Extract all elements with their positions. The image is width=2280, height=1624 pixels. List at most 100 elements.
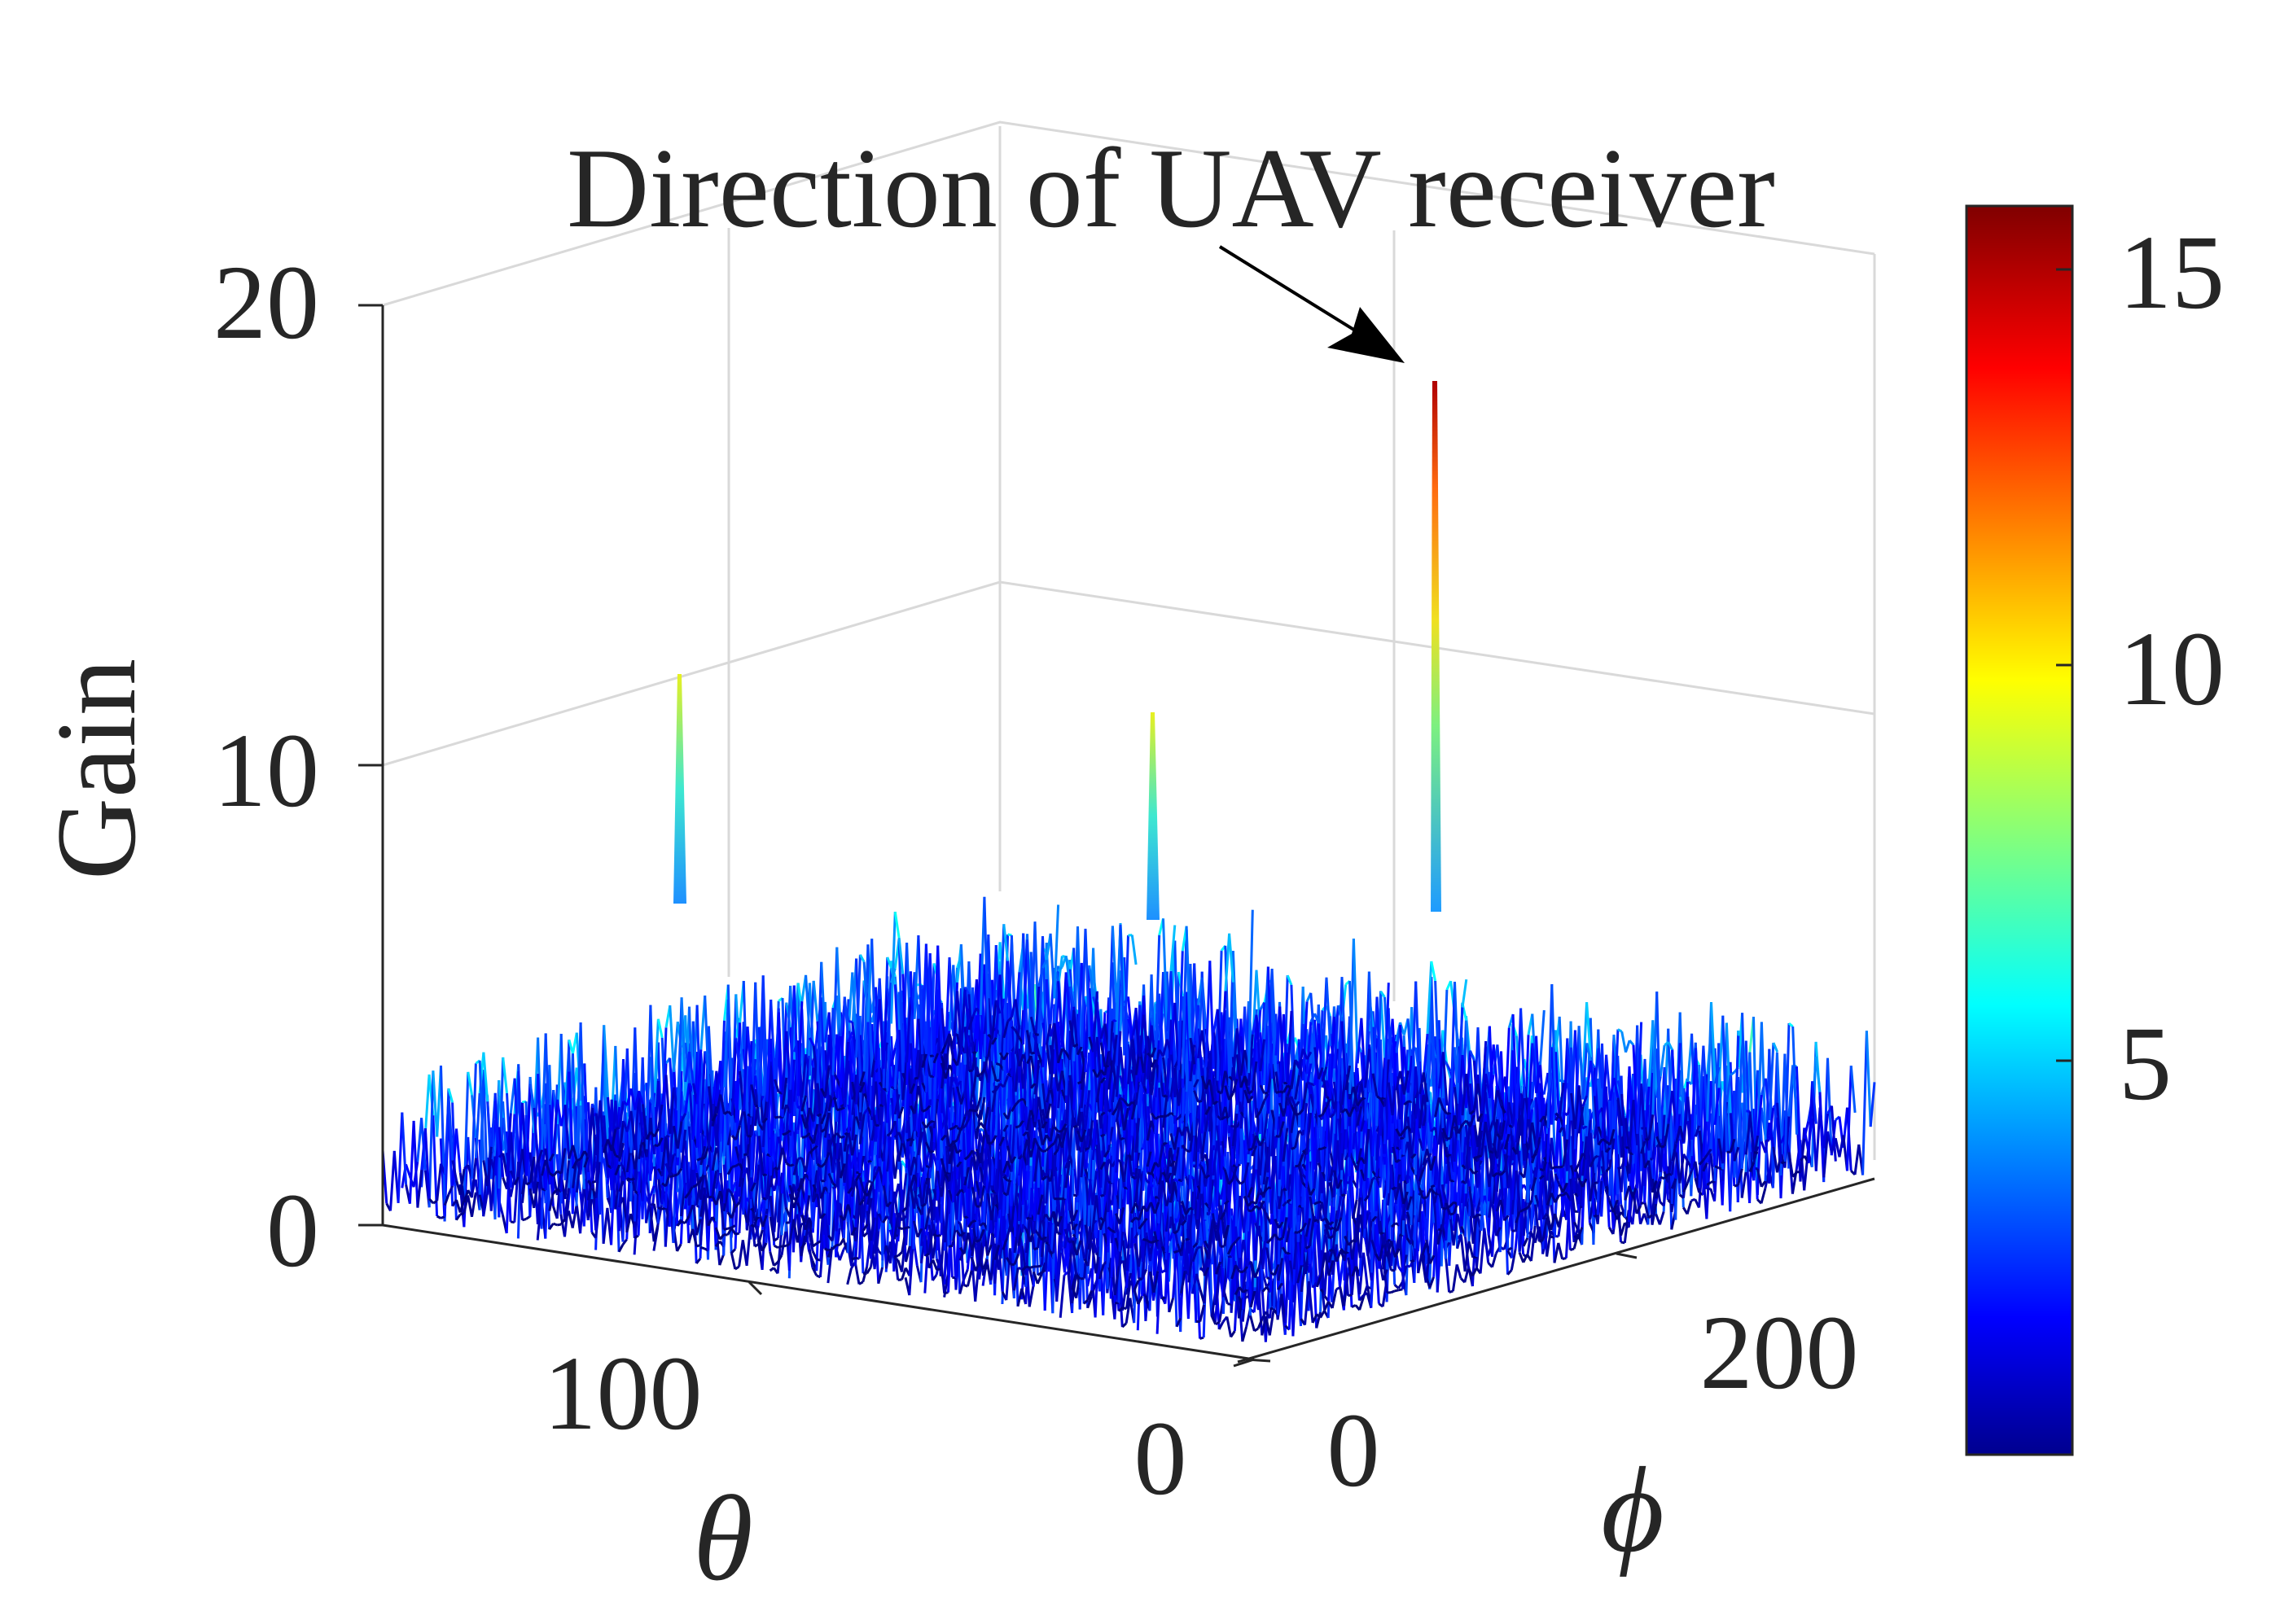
surface-segment [1608, 1128, 1616, 1145]
surface-segment [1440, 1184, 1448, 1204]
surface-segment [959, 1156, 966, 1218]
surface-segment [1075, 1240, 1082, 1256]
surface-segment [1256, 1318, 1264, 1329]
surface-segment [1379, 991, 1386, 998]
surface-segment [1379, 1057, 1386, 1119]
surface-segment [1787, 1152, 1795, 1177]
surface-segment [1306, 1081, 1312, 1085]
surface-segment [1161, 1094, 1168, 1128]
surface-segment [1402, 1070, 1410, 1095]
surface-segment [1091, 1195, 1098, 1232]
surface-segment [1380, 1097, 1386, 1101]
surface-segment [1492, 1118, 1499, 1153]
surface-segment [780, 1231, 787, 1256]
surface-segment [1231, 1240, 1237, 1246]
surface-segment [1463, 1241, 1471, 1272]
surface-segment [1028, 1285, 1035, 1307]
surface-segment [1095, 1119, 1103, 1170]
surface-segment [1423, 1196, 1427, 1200]
surface-segment [695, 1244, 701, 1248]
surface-segment [1617, 1166, 1622, 1170]
surface-segment [776, 1254, 783, 1263]
surface-segment [962, 1232, 970, 1254]
surface-segment [1158, 1004, 1164, 1128]
surface-segment [773, 1244, 779, 1250]
surface-segment [1005, 1248, 1012, 1301]
surface-segment [1113, 1265, 1120, 1296]
surface-segment [1228, 1092, 1234, 1101]
surface-segment [1281, 1217, 1288, 1239]
surface-segment [1410, 981, 1418, 1102]
surface-segment [1344, 1250, 1349, 1254]
surface-segment [1576, 1227, 1584, 1240]
surface-segment [792, 1219, 799, 1243]
surface-segment [1214, 1265, 1221, 1306]
surface-segment [1783, 1023, 1791, 1162]
surface-segment [1332, 1140, 1340, 1197]
surface-segment [1002, 1237, 1009, 1250]
surface-segment [1080, 1107, 1087, 1150]
surface-segment [1064, 1160, 1071, 1188]
surface-segment [1029, 1137, 1037, 1158]
surface-segment [1153, 1202, 1160, 1215]
surface-segment [1387, 1042, 1394, 1073]
surface-segment [1313, 1218, 1319, 1223]
surface-segment [1348, 1239, 1354, 1246]
surface-segment [1616, 1097, 1624, 1127]
surface-segment [1117, 1307, 1124, 1312]
surface-segment [1356, 1105, 1363, 1127]
surface-segment [893, 1256, 899, 1262]
surface-segment [1053, 1149, 1059, 1156]
surface-segment [993, 1244, 1001, 1260]
surface-segment [1585, 1119, 1592, 1159]
surface-segment [1400, 1136, 1405, 1140]
surface-segment [745, 1223, 752, 1267]
surface-segment [1671, 1144, 1677, 1162]
surface-segment [1459, 1234, 1467, 1272]
surface-segment [897, 1251, 903, 1257]
surface-segment [1422, 1072, 1429, 1102]
surface-segment [1118, 1206, 1125, 1224]
surface-segment [1138, 1171, 1145, 1211]
surface-segment [1072, 1240, 1078, 1256]
surface-segment [1768, 1107, 1775, 1140]
surface-segment [1807, 1081, 1814, 1163]
surface-segment [1307, 1280, 1314, 1324]
surface-segment [1655, 1136, 1662, 1148]
surface-segment [909, 1174, 916, 1189]
surface-segment [761, 1215, 768, 1228]
surface-segment [1335, 1149, 1343, 1249]
surface-segment [1190, 1275, 1198, 1294]
surface-segment [1355, 1192, 1362, 1227]
surface-segment [1395, 1158, 1401, 1164]
surface-segment [800, 1241, 807, 1250]
surface-segment [1212, 1140, 1219, 1176]
surface-segment [1278, 1121, 1285, 1137]
surface-segment [1748, 1162, 1756, 1172]
surface-segment [1410, 1153, 1417, 1159]
surface-segment [1496, 1122, 1502, 1159]
surface-segment [1456, 1233, 1462, 1250]
surface-segment [1554, 1194, 1561, 1203]
surface-segment [1321, 1066, 1328, 1082]
surface-segment [1329, 1226, 1334, 1231]
surface-segment [1795, 1066, 1802, 1161]
surface-segment [1706, 1081, 1712, 1163]
surface-segment [1709, 1031, 1717, 1125]
surface-segment [1203, 1256, 1210, 1304]
surface-segment [1210, 1315, 1217, 1325]
surface-segment [1324, 1223, 1331, 1239]
surface-segment [963, 1167, 971, 1186]
surface-segment [1675, 1043, 1682, 1132]
surface-segment [1765, 1139, 1770, 1143]
surface-segment [1663, 1173, 1669, 1180]
surface-segment [1446, 1136, 1451, 1140]
surface-segment [843, 1204, 849, 1221]
surface-segment [1156, 1243, 1164, 1272]
surface-segment [1304, 1218, 1312, 1237]
surface-segment [1725, 1075, 1732, 1102]
surface-segment [1596, 1180, 1603, 1224]
surface-segment [1566, 1047, 1573, 1094]
surface-segment [1511, 1013, 1519, 1119]
surface-segment [1268, 1310, 1275, 1336]
